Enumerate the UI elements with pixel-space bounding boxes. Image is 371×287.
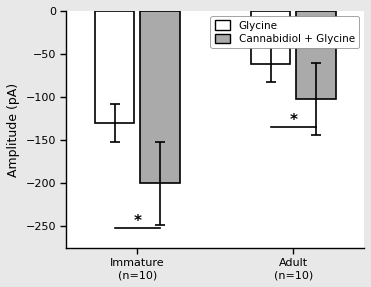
Bar [95, 11, 134, 123]
Legend: Glycine, Cannabidiol + Glycine: Glycine, Cannabidiol + Glycine [210, 16, 359, 48]
Bar [251, 11, 290, 64]
Y-axis label: Amplitude (pA): Amplitude (pA) [7, 82, 20, 177]
Text: *: * [289, 113, 297, 128]
Bar [140, 11, 180, 183]
Text: *: * [133, 214, 141, 229]
Bar [296, 11, 336, 99]
